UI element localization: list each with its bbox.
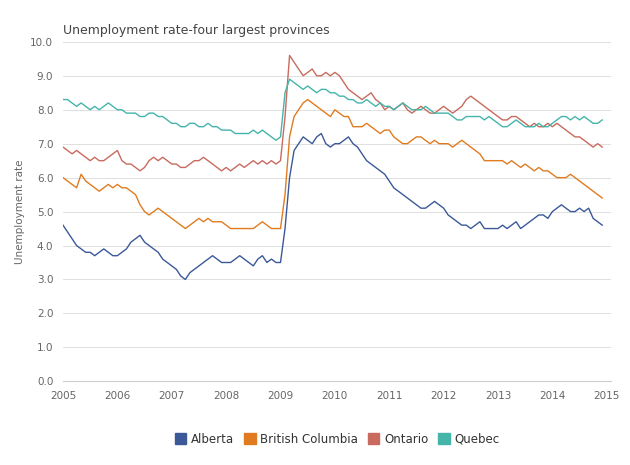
Y-axis label: Unemployment rate: Unemployment rate <box>14 159 25 264</box>
Text: Unemployment rate-four largest provinces: Unemployment rate-four largest provinces <box>63 24 329 37</box>
Legend: Alberta, British Columbia, Ontario, Quebec: Alberta, British Columbia, Ontario, Queb… <box>170 428 504 451</box>
